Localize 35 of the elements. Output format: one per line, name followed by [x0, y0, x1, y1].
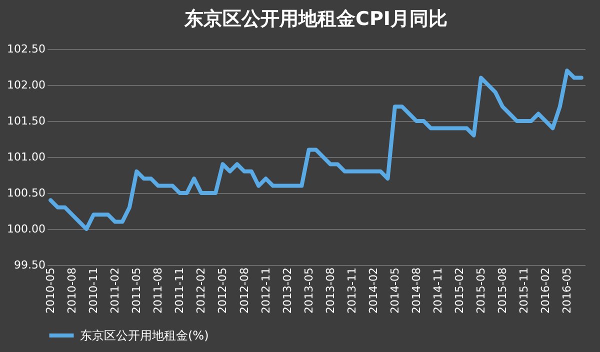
x-tick-label: 2015-05	[474, 268, 488, 314]
y-tick-label: 100.50	[7, 186, 46, 200]
x-tick-label: 2013-02	[280, 268, 294, 314]
x-tick-label: 2016-05	[560, 268, 574, 314]
x-tick-label: 2014-11	[431, 268, 444, 314]
x-tick-label: 2010-05	[44, 268, 58, 314]
x-tick-label: 2013-08	[324, 268, 337, 314]
x-tick-label: 2014-02	[366, 268, 380, 314]
x-tick-label: 2012-02	[194, 268, 208, 314]
y-tick-label: 102.00	[7, 78, 46, 92]
y-tick-label: 99.50	[14, 258, 46, 272]
y-tick-label: 100.00	[7, 222, 46, 236]
x-tick-label: 2012-08	[238, 268, 251, 314]
y-tick-label: 101.00	[7, 150, 46, 164]
y-tick-label: 102.50	[7, 42, 46, 56]
x-tick-label: 2015-11	[518, 268, 531, 314]
x-tick-label: 2011-02	[108, 268, 122, 314]
x-tick-label: 2012-11	[259, 268, 272, 314]
x-tick-label: 2015-02	[452, 268, 466, 314]
x-tick-label: 2013-05	[302, 268, 316, 314]
x-tick-label: 2010-08	[66, 268, 79, 314]
x-tick-label: 2011-11	[173, 268, 186, 314]
x-tick-label: 2011-08	[152, 268, 165, 314]
y-tick-label: 101.50	[7, 114, 46, 128]
x-tick-label: 2014-05	[388, 268, 402, 314]
line-series	[48, 68, 584, 231]
x-tick-label: 2012-05	[216, 268, 230, 314]
x-tick-label: 2013-11	[345, 268, 358, 314]
x-tick-label: 2015-08	[496, 268, 510, 314]
chart-title: 东京区公开用地租金CPI月同比	[184, 8, 448, 30]
x-tick-label: 2016-02	[539, 268, 552, 314]
legend-label: 东京区公开用地租金(%)	[80, 328, 209, 342]
x-tick-label: 2014-08	[410, 268, 423, 314]
x-tick-label: 2010-11	[87, 268, 100, 314]
x-tick-label: 2011-05	[130, 268, 144, 314]
